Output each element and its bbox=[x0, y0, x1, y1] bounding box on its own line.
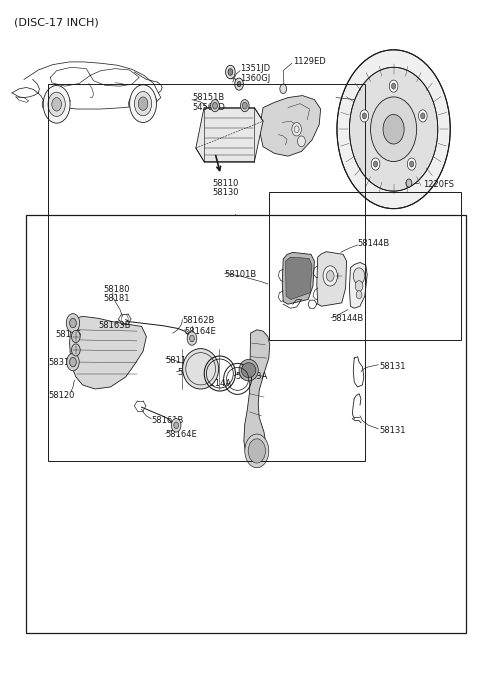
Circle shape bbox=[406, 179, 412, 187]
Circle shape bbox=[43, 85, 70, 123]
Text: 58112: 58112 bbox=[166, 355, 192, 365]
Text: 58180: 58180 bbox=[103, 285, 130, 294]
Text: 58144B: 58144B bbox=[331, 314, 363, 323]
Circle shape bbox=[134, 92, 152, 116]
Circle shape bbox=[72, 344, 80, 356]
Polygon shape bbox=[196, 108, 263, 162]
Text: 58101B: 58101B bbox=[225, 270, 257, 279]
Text: 58113: 58113 bbox=[178, 367, 204, 377]
Text: 58110: 58110 bbox=[213, 178, 239, 188]
Text: 58164E: 58164E bbox=[185, 326, 216, 336]
Circle shape bbox=[349, 67, 438, 191]
Circle shape bbox=[248, 439, 265, 463]
Ellipse shape bbox=[182, 349, 218, 389]
Bar bbox=[269, 192, 461, 340]
Text: 58151B: 58151B bbox=[192, 93, 224, 102]
Circle shape bbox=[245, 434, 269, 468]
Circle shape bbox=[228, 69, 233, 75]
Polygon shape bbox=[259, 96, 321, 156]
Circle shape bbox=[187, 332, 197, 345]
Circle shape bbox=[190, 335, 194, 342]
Circle shape bbox=[337, 50, 450, 209]
Circle shape bbox=[409, 161, 414, 167]
Circle shape bbox=[356, 291, 362, 299]
Ellipse shape bbox=[241, 363, 256, 378]
Circle shape bbox=[174, 422, 179, 429]
Polygon shape bbox=[244, 330, 270, 466]
Circle shape bbox=[326, 271, 334, 281]
Circle shape bbox=[355, 281, 363, 291]
Polygon shape bbox=[282, 252, 314, 304]
Circle shape bbox=[67, 353, 79, 371]
Polygon shape bbox=[317, 252, 347, 306]
Circle shape bbox=[52, 98, 61, 111]
Text: 1360GJ: 1360GJ bbox=[240, 73, 270, 83]
Circle shape bbox=[383, 114, 404, 144]
Circle shape bbox=[389, 80, 398, 92]
Text: 58314: 58314 bbox=[48, 358, 74, 367]
Text: 51712: 51712 bbox=[379, 102, 406, 111]
Circle shape bbox=[237, 81, 241, 87]
Circle shape bbox=[130, 85, 156, 122]
Circle shape bbox=[323, 266, 337, 286]
Circle shape bbox=[420, 113, 425, 119]
Circle shape bbox=[171, 419, 181, 432]
Text: 58162B: 58162B bbox=[182, 316, 215, 325]
Circle shape bbox=[240, 100, 249, 112]
Circle shape bbox=[391, 83, 396, 89]
Circle shape bbox=[353, 268, 365, 284]
Circle shape bbox=[72, 330, 80, 343]
Polygon shape bbox=[286, 257, 312, 299]
Circle shape bbox=[48, 92, 65, 116]
Text: 58131: 58131 bbox=[379, 425, 406, 435]
Circle shape bbox=[242, 102, 247, 109]
Bar bbox=[48, 84, 365, 461]
Text: 58131: 58131 bbox=[379, 361, 406, 371]
Text: 1129ED: 1129ED bbox=[293, 57, 325, 67]
Circle shape bbox=[70, 357, 76, 367]
Text: 58123A: 58123A bbox=[235, 371, 267, 381]
Circle shape bbox=[138, 97, 148, 110]
Circle shape bbox=[66, 314, 80, 332]
Text: 1351JD: 1351JD bbox=[240, 64, 270, 73]
Text: 58130: 58130 bbox=[212, 188, 239, 197]
Polygon shape bbox=[349, 262, 367, 308]
Circle shape bbox=[226, 65, 235, 79]
Circle shape bbox=[360, 110, 369, 122]
Circle shape bbox=[371, 97, 417, 162]
Bar bbox=[26, 215, 466, 633]
Text: 1220FS: 1220FS bbox=[423, 180, 455, 189]
Text: 58125: 58125 bbox=[55, 330, 82, 339]
Circle shape bbox=[211, 100, 219, 112]
Circle shape bbox=[362, 113, 367, 119]
Circle shape bbox=[70, 318, 76, 328]
Circle shape bbox=[408, 158, 416, 170]
Circle shape bbox=[213, 102, 217, 109]
Text: 58144B: 58144B bbox=[358, 239, 390, 248]
Circle shape bbox=[292, 122, 301, 136]
Text: 58164E: 58164E bbox=[166, 430, 197, 439]
Circle shape bbox=[280, 84, 287, 94]
Text: 58181: 58181 bbox=[103, 293, 130, 303]
Text: 58120: 58120 bbox=[48, 390, 74, 400]
Ellipse shape bbox=[239, 359, 258, 381]
Text: 54562D: 54562D bbox=[192, 102, 225, 112]
Text: 58161B: 58161B bbox=[151, 416, 183, 425]
Circle shape bbox=[419, 110, 427, 122]
Text: (DISC-17 INCH): (DISC-17 INCH) bbox=[14, 17, 99, 27]
Circle shape bbox=[371, 158, 380, 170]
Polygon shape bbox=[70, 316, 146, 389]
Text: 58114A: 58114A bbox=[199, 379, 231, 388]
Text: 58163B: 58163B bbox=[98, 320, 131, 330]
Circle shape bbox=[373, 161, 378, 167]
Circle shape bbox=[298, 136, 305, 147]
Circle shape bbox=[235, 78, 243, 90]
